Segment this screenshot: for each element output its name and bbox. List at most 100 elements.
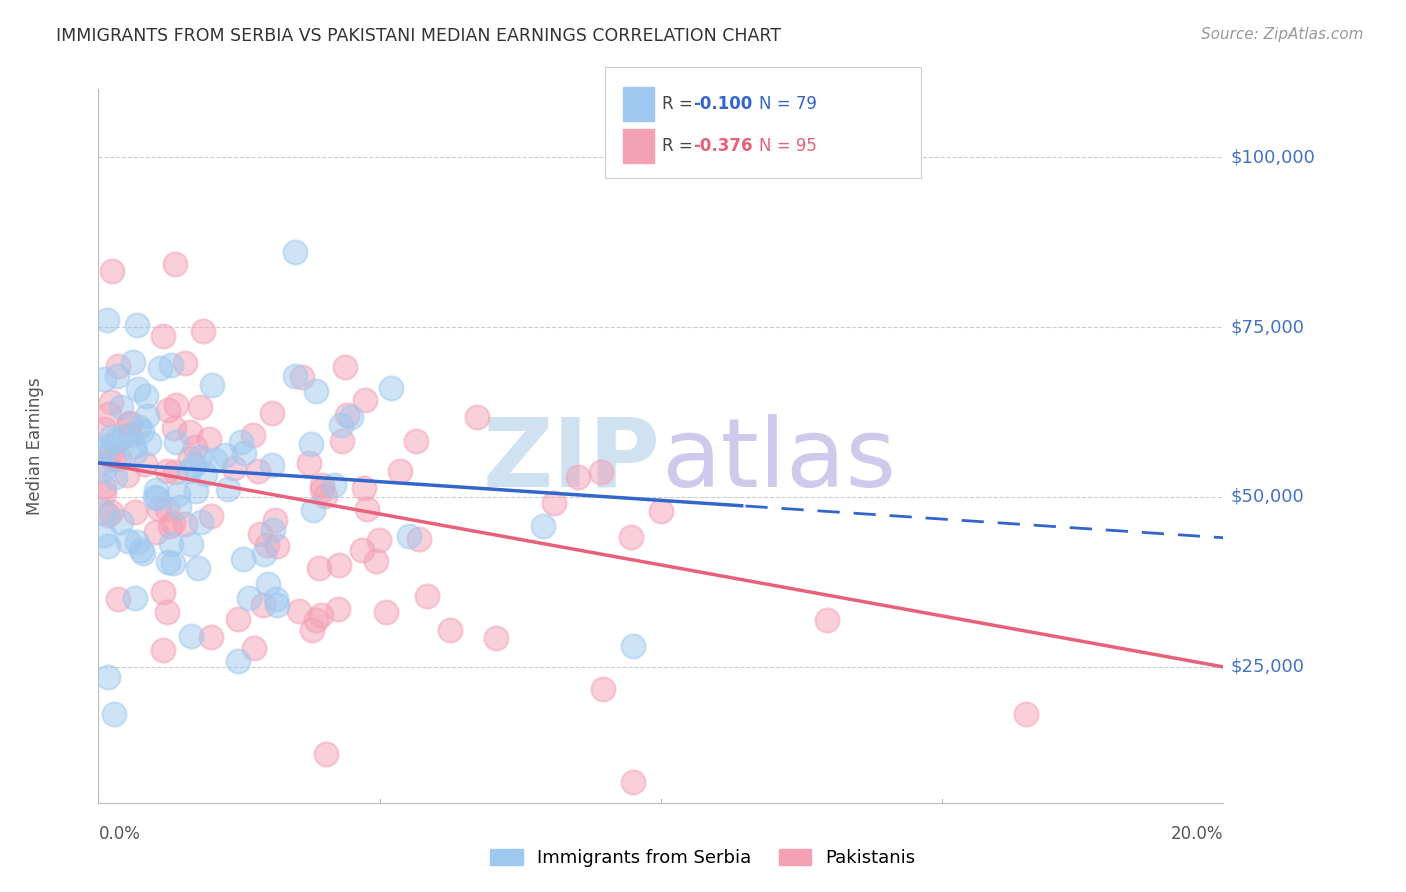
- Point: [232, 552, 254, 566]
- Point: [328, 558, 350, 573]
- Point: [356, 502, 378, 516]
- Point: [93, 372, 115, 386]
- Text: $75,000: $75,000: [1230, 318, 1305, 336]
- Point: [238, 591, 260, 605]
- Point: [100, 264, 122, 278]
- Point: [160, 359, 183, 373]
- Point: [157, 555, 180, 569]
- Point: [291, 370, 314, 384]
- Point: [146, 491, 169, 505]
- Point: [353, 481, 375, 495]
- Point: [157, 403, 180, 417]
- Point: [301, 623, 323, 637]
- Point: [305, 384, 328, 399]
- Point: [621, 775, 644, 789]
- Point: [103, 706, 125, 721]
- Point: [183, 458, 205, 472]
- Point: [124, 444, 146, 458]
- Point: [135, 389, 157, 403]
- Point: [222, 461, 245, 475]
- Point: [117, 534, 139, 549]
- Point: [200, 630, 222, 644]
- Text: $25,000: $25,000: [1230, 658, 1305, 676]
- Point: [117, 468, 139, 483]
- Point: [132, 546, 155, 560]
- Point: [194, 467, 217, 482]
- Point: [108, 450, 131, 465]
- Point: [1015, 707, 1038, 722]
- Point: [233, 445, 256, 459]
- Point: [284, 245, 307, 260]
- Point: [229, 435, 252, 450]
- Point: [127, 318, 149, 333]
- Point: [93, 461, 115, 475]
- Point: [173, 516, 195, 531]
- Point: [301, 437, 323, 451]
- Point: [328, 602, 350, 616]
- Text: Source: ZipAtlas.com: Source: ZipAtlas.com: [1201, 27, 1364, 42]
- Point: [149, 361, 172, 376]
- Point: [97, 670, 120, 684]
- Point: [621, 640, 644, 654]
- Point: [145, 483, 167, 497]
- Point: [97, 508, 120, 522]
- Point: [302, 503, 325, 517]
- Point: [105, 433, 128, 447]
- Point: [163, 421, 186, 435]
- Point: [143, 490, 166, 504]
- Point: [340, 409, 363, 424]
- Point: [174, 356, 197, 370]
- Point: [214, 448, 236, 462]
- Text: N = 79: N = 79: [759, 95, 817, 113]
- Point: [260, 458, 283, 472]
- Point: [131, 424, 153, 438]
- Point: [350, 542, 373, 557]
- Text: -0.100: -0.100: [693, 95, 752, 113]
- Point: [188, 450, 211, 464]
- Text: 20.0%: 20.0%: [1171, 825, 1223, 843]
- Point: [93, 455, 115, 469]
- Point: [257, 576, 280, 591]
- Point: [256, 538, 278, 552]
- Point: [112, 429, 135, 443]
- Point: [308, 561, 330, 575]
- Point: [263, 513, 285, 527]
- Point: [242, 428, 264, 442]
- Point: [98, 445, 121, 459]
- Point: [298, 456, 321, 470]
- Point: [408, 532, 430, 546]
- Point: [93, 480, 115, 494]
- Text: -0.376: -0.376: [693, 137, 752, 155]
- Point: [145, 524, 167, 539]
- Point: [200, 509, 222, 524]
- Point: [204, 453, 226, 467]
- Point: [131, 543, 153, 558]
- Point: [122, 354, 145, 368]
- Point: [589, 465, 612, 479]
- Point: [288, 604, 311, 618]
- Point: [166, 487, 188, 501]
- Point: [93, 485, 115, 500]
- Point: [163, 465, 186, 479]
- Point: [103, 451, 125, 466]
- Point: [184, 484, 207, 499]
- Point: [136, 409, 159, 423]
- Point: [485, 632, 508, 646]
- Point: [162, 557, 184, 571]
- Point: [134, 457, 156, 471]
- Point: [284, 368, 307, 383]
- Point: [266, 598, 288, 612]
- Point: [152, 584, 174, 599]
- Point: [100, 430, 122, 444]
- Point: [243, 641, 266, 656]
- Point: [389, 465, 412, 479]
- Point: [97, 539, 120, 553]
- Point: [180, 537, 202, 551]
- Point: [543, 496, 565, 510]
- Point: [252, 598, 274, 612]
- Point: [118, 416, 141, 430]
- Point: [217, 482, 239, 496]
- Point: [592, 682, 614, 697]
- Point: [305, 614, 328, 628]
- Point: [184, 440, 207, 454]
